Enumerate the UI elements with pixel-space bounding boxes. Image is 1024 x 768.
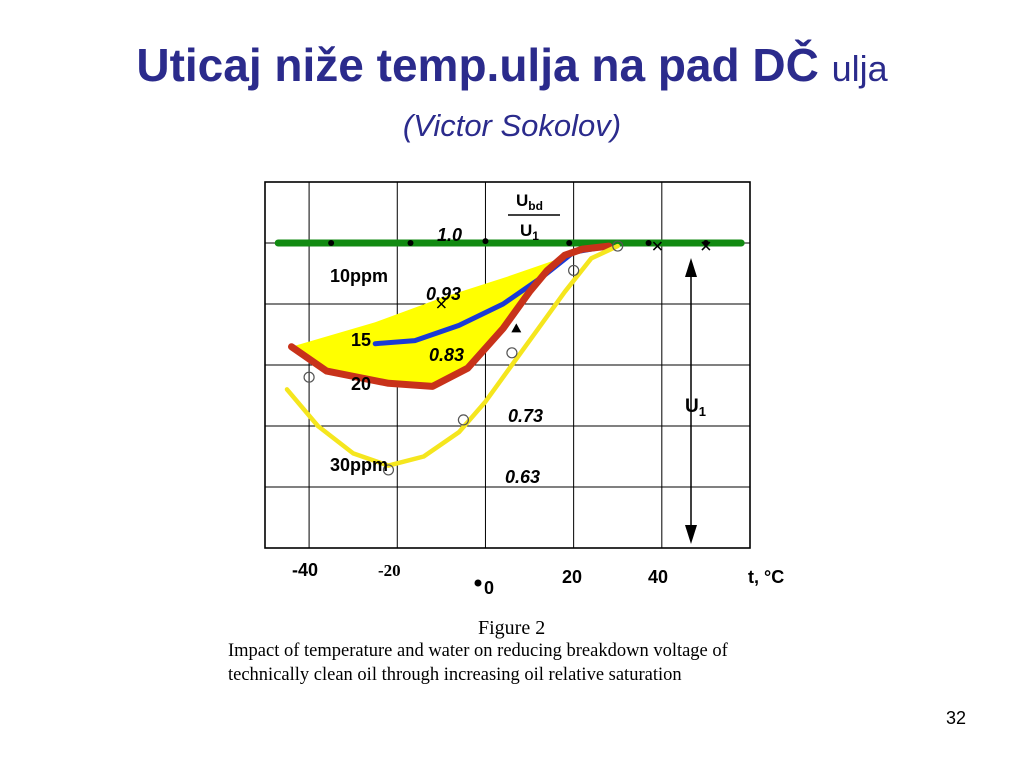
series-label-20: 20	[351, 374, 371, 394]
ratio-label: 0.63	[505, 467, 540, 487]
series-label-10ppm: 10ppm	[330, 266, 388, 286]
caption-line-2: technically clean oil through increasing…	[228, 665, 682, 685]
u1-arrow-head-top	[685, 258, 697, 277]
marker-cross	[652, 241, 662, 251]
ratio-denominator: U1	[520, 221, 539, 243]
u1-label: U1	[685, 396, 706, 419]
ratio-label: 1.0	[437, 225, 462, 245]
shaded-region-group	[291, 249, 587, 387]
marker-triangle	[511, 323, 522, 333]
marker-circle	[303, 371, 315, 383]
page-number: 32	[945, 708, 966, 728]
data-markers	[303, 238, 711, 476]
x-tick-label: 20	[562, 567, 582, 587]
series-label-30ppm: 30ppm	[330, 455, 388, 475]
marker-dot	[482, 238, 489, 245]
chart-labels: 10ppm 15 20 30ppm 1.0 0.93 0.83 0.73 0.63 -40 -20 0…	[292, 191, 784, 598]
x-axis-label: t, °C	[748, 567, 784, 587]
title-bold: Uticaj niže temp.ulja na pad DČ	[136, 39, 819, 91]
slide-subtitle: (Victor Sokolov)	[402, 108, 622, 143]
marker-dot	[645, 240, 652, 246]
marker-circle	[506, 347, 518, 359]
ratio-numerator: Ubd	[516, 191, 543, 213]
ratio-label: 0.93	[426, 284, 461, 304]
ratio-label: 0.83	[429, 345, 464, 365]
title-light: ulja	[831, 48, 888, 89]
marker-dot	[566, 240, 573, 246]
series-label-15: 15	[351, 330, 371, 350]
caption-line-1: Impact of temperature and water on reduc…	[228, 641, 728, 661]
x-tick-label: -40	[292, 560, 318, 580]
series-line-20	[288, 242, 613, 390]
u1-arrow-head-bottom	[685, 525, 697, 544]
marker-cross	[436, 299, 446, 309]
x-tick-label: -20	[378, 561, 401, 580]
series-line-30ppm	[284, 243, 620, 468]
marker-cross	[701, 241, 711, 251]
saturation-region	[291, 249, 587, 387]
marker-circle	[568, 264, 580, 277]
marker-dot	[328, 240, 335, 246]
series-lines	[274, 239, 745, 468]
marker-circle	[382, 464, 395, 476]
x-tick-label: 0	[484, 578, 494, 598]
figure-label: Figure 2	[478, 617, 546, 639]
ratio-label: 0.73	[508, 406, 543, 426]
marker-circle	[457, 414, 470, 426]
marker-dot	[407, 240, 414, 246]
slide-title: Uticaj niže temp.ulja na pad DČ ulja	[0, 42, 1024, 88]
origin-dot	[474, 579, 482, 587]
x-tick-label: 40	[648, 567, 668, 587]
marker-circle	[612, 240, 624, 252]
